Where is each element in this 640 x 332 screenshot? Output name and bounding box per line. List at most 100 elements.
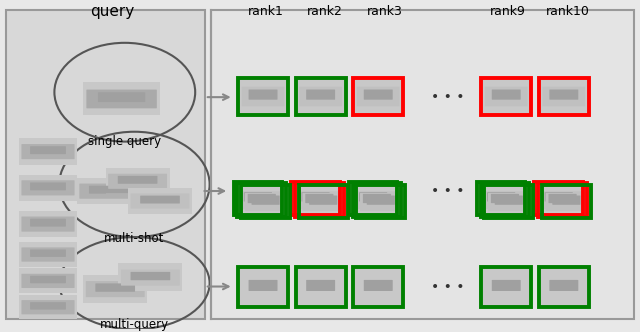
Bar — [238, 267, 288, 307]
Bar — [293, 183, 338, 214]
Bar — [19, 295, 77, 319]
Text: single query: single query — [88, 135, 161, 148]
Bar — [297, 185, 342, 216]
Bar — [298, 268, 344, 306]
FancyBboxPatch shape — [367, 196, 395, 205]
FancyBboxPatch shape — [492, 280, 521, 291]
Bar — [19, 175, 77, 201]
Bar — [19, 268, 77, 293]
FancyBboxPatch shape — [545, 192, 573, 202]
Text: query: query — [90, 4, 134, 19]
Bar — [349, 182, 397, 215]
Bar — [240, 268, 286, 306]
FancyBboxPatch shape — [359, 192, 387, 202]
FancyBboxPatch shape — [488, 193, 530, 211]
Bar — [534, 182, 583, 215]
FancyBboxPatch shape — [364, 90, 393, 100]
Bar — [238, 78, 288, 115]
FancyBboxPatch shape — [549, 90, 579, 100]
Bar — [356, 185, 405, 218]
Bar — [544, 186, 589, 217]
FancyBboxPatch shape — [21, 247, 74, 262]
Bar — [539, 267, 589, 307]
FancyBboxPatch shape — [492, 90, 521, 100]
FancyBboxPatch shape — [303, 193, 344, 211]
FancyBboxPatch shape — [495, 196, 523, 205]
FancyBboxPatch shape — [309, 196, 337, 205]
FancyBboxPatch shape — [485, 87, 527, 106]
Bar — [536, 183, 581, 214]
FancyBboxPatch shape — [30, 249, 66, 257]
Bar — [481, 184, 529, 217]
Bar — [481, 78, 531, 115]
FancyBboxPatch shape — [140, 196, 180, 204]
FancyBboxPatch shape — [356, 191, 398, 209]
FancyBboxPatch shape — [21, 300, 74, 314]
FancyBboxPatch shape — [241, 191, 283, 209]
FancyBboxPatch shape — [30, 219, 66, 226]
Bar — [486, 186, 531, 217]
Text: • • •: • • • — [431, 280, 465, 293]
Bar — [358, 186, 403, 217]
FancyBboxPatch shape — [108, 174, 167, 189]
FancyBboxPatch shape — [549, 280, 579, 291]
FancyBboxPatch shape — [248, 280, 278, 291]
Bar — [236, 183, 280, 214]
Bar — [355, 185, 399, 216]
Bar — [239, 185, 284, 216]
Bar — [241, 185, 290, 218]
FancyBboxPatch shape — [118, 176, 157, 184]
FancyBboxPatch shape — [300, 87, 342, 106]
Bar — [539, 78, 589, 115]
FancyBboxPatch shape — [545, 193, 588, 211]
Bar — [295, 184, 344, 217]
FancyBboxPatch shape — [543, 277, 585, 298]
FancyBboxPatch shape — [21, 144, 74, 159]
FancyBboxPatch shape — [248, 194, 276, 203]
Text: rank9: rank9 — [490, 5, 525, 18]
FancyBboxPatch shape — [357, 277, 399, 298]
Bar — [351, 183, 396, 214]
Bar — [83, 82, 160, 115]
FancyBboxPatch shape — [131, 194, 189, 208]
FancyBboxPatch shape — [552, 196, 580, 205]
FancyBboxPatch shape — [121, 270, 180, 286]
Bar — [301, 186, 346, 217]
FancyBboxPatch shape — [21, 216, 74, 232]
Bar — [298, 79, 344, 114]
Bar — [542, 185, 591, 218]
Bar — [299, 185, 348, 218]
FancyBboxPatch shape — [480, 190, 522, 208]
Bar — [355, 79, 401, 114]
Bar — [540, 185, 585, 216]
Bar — [541, 79, 587, 114]
Bar — [106, 168, 170, 194]
FancyBboxPatch shape — [30, 276, 66, 283]
Text: multi-query: multi-query — [100, 318, 169, 331]
Bar — [355, 268, 401, 306]
FancyBboxPatch shape — [86, 90, 157, 108]
FancyBboxPatch shape — [237, 190, 279, 208]
FancyBboxPatch shape — [252, 196, 280, 205]
FancyBboxPatch shape — [79, 184, 138, 199]
FancyBboxPatch shape — [295, 190, 337, 208]
FancyBboxPatch shape — [363, 194, 391, 203]
FancyBboxPatch shape — [548, 194, 577, 203]
Bar — [483, 185, 527, 216]
Text: rank1: rank1 — [248, 5, 284, 18]
FancyBboxPatch shape — [301, 192, 330, 202]
Bar — [291, 182, 340, 215]
Bar — [479, 183, 524, 214]
Bar — [77, 178, 141, 204]
Bar — [481, 267, 531, 307]
FancyBboxPatch shape — [95, 284, 135, 292]
Bar — [19, 138, 77, 165]
Bar — [296, 267, 346, 307]
FancyBboxPatch shape — [98, 92, 145, 102]
Bar — [19, 211, 77, 237]
Bar — [483, 268, 529, 306]
Bar — [353, 184, 401, 217]
Bar — [353, 78, 403, 115]
FancyBboxPatch shape — [538, 190, 580, 208]
FancyBboxPatch shape — [487, 192, 515, 202]
